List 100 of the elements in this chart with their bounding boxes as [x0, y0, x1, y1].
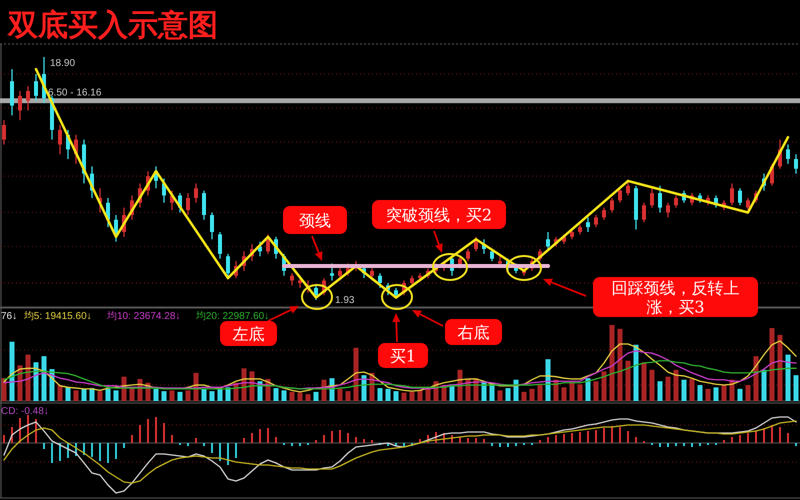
text: 均20: 22987.60↓	[194, 310, 270, 322]
bar	[275, 437, 277, 443]
bar	[139, 425, 141, 443]
bar	[587, 431, 589, 443]
bar	[739, 435, 741, 443]
bar	[731, 437, 733, 443]
bar	[610, 325, 614, 401]
bar	[563, 434, 565, 443]
bar	[562, 387, 566, 401]
bar	[58, 385, 62, 401]
bar	[66, 387, 70, 401]
bar	[131, 435, 133, 443]
bar	[515, 443, 517, 446]
bar	[290, 392, 294, 401]
bar	[3, 435, 5, 443]
bar	[675, 443, 677, 446]
bar	[42, 356, 46, 401]
bar	[178, 392, 182, 401]
bar	[755, 431, 757, 443]
bar	[10, 342, 14, 401]
bar	[722, 385, 726, 401]
bar	[170, 390, 174, 401]
bar	[378, 388, 382, 401]
bar	[363, 439, 365, 443]
bar	[354, 348, 358, 401]
bar	[786, 354, 790, 401]
bar	[299, 443, 301, 446]
text: 均5: 19415.60↓	[22, 310, 92, 322]
bar	[402, 392, 406, 401]
bar	[690, 378, 694, 401]
bar	[106, 388, 110, 401]
bar	[114, 390, 118, 401]
bar	[315, 440, 317, 443]
bar	[714, 387, 718, 401]
annotation: 突破颈线，买2	[386, 206, 492, 224]
bar	[682, 380, 686, 401]
bar	[338, 388, 342, 401]
bar	[467, 438, 469, 443]
bar	[163, 423, 165, 443]
bar	[186, 390, 190, 401]
bar	[794, 375, 798, 401]
bar	[778, 334, 782, 401]
bar	[530, 388, 534, 401]
bar	[331, 431, 333, 443]
bar	[26, 354, 30, 401]
bar	[619, 427, 621, 443]
bar	[571, 433, 573, 443]
bar	[51, 443, 53, 463]
bar	[667, 443, 669, 447]
bar	[787, 433, 789, 443]
bar	[59, 443, 61, 461]
bar	[674, 370, 678, 401]
annotation: 回踩颈线，反转上涨，买3	[612, 278, 740, 316]
bar	[738, 388, 742, 401]
bar	[595, 430, 597, 443]
bar	[547, 437, 549, 443]
bar	[386, 388, 390, 401]
bar	[483, 439, 485, 443]
bar	[314, 392, 318, 401]
bar	[99, 443, 101, 461]
bar	[34, 362, 38, 401]
bar	[578, 384, 582, 401]
bar	[475, 438, 477, 443]
bar	[762, 370, 766, 401]
bar	[219, 443, 221, 461]
bar	[666, 376, 670, 401]
bar	[211, 443, 213, 453]
bar	[586, 378, 590, 401]
bar	[2, 378, 6, 401]
bar	[570, 382, 574, 401]
bar	[298, 392, 302, 401]
bar	[235, 443, 237, 458]
bar	[699, 443, 701, 446]
annotation: 18.90	[50, 58, 76, 69]
bar	[154, 388, 158, 401]
bar	[115, 443, 117, 459]
bar	[611, 426, 613, 443]
bar	[98, 391, 102, 401]
bar	[594, 381, 598, 401]
bar	[723, 440, 725, 443]
bar	[779, 427, 781, 443]
bar	[626, 360, 630, 401]
bar	[706, 388, 710, 401]
bar	[171, 435, 173, 443]
annotation: 左底	[232, 324, 264, 344]
bar	[538, 385, 542, 401]
bar	[683, 443, 685, 446]
bar	[418, 390, 422, 401]
annotation: CD: -0.48↓	[1, 406, 49, 417]
bar	[499, 443, 501, 447]
bar	[394, 391, 398, 401]
annotation: 颈线	[299, 211, 331, 230]
bar	[306, 394, 310, 401]
bar	[147, 419, 149, 443]
bar	[259, 429, 261, 443]
bar	[498, 390, 502, 401]
bar	[323, 435, 325, 443]
bar	[579, 432, 581, 443]
bar	[195, 438, 197, 443]
band-label: 6.50 - 16.16	[48, 87, 102, 98]
